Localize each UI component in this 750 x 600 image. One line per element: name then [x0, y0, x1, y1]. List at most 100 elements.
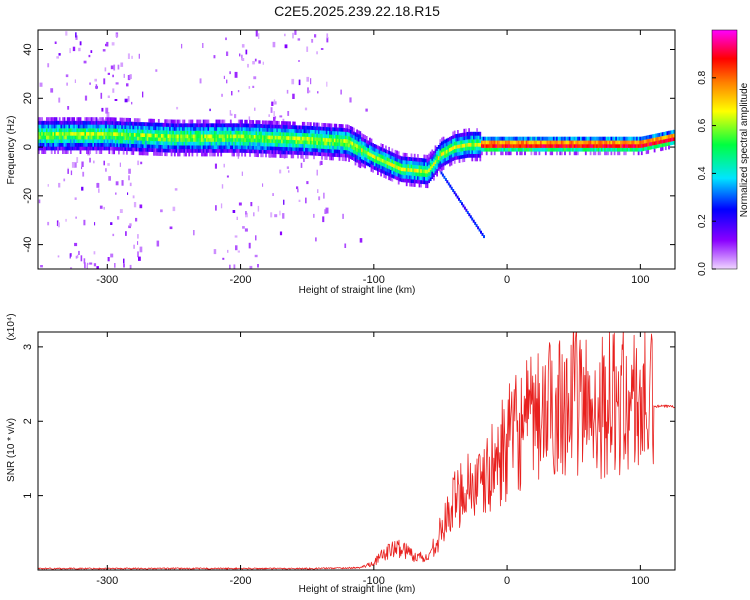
- ridge-cell: [82, 142, 85, 147]
- ridge-cell: [629, 136, 632, 141]
- noise-cell: [237, 155, 240, 159]
- ridge-cell: [68, 135, 71, 140]
- ridge-cell: [437, 159, 440, 164]
- x-tick-label: -300: [96, 274, 118, 286]
- ridge-cell: [536, 144, 539, 148]
- ridge-cell: [337, 145, 339, 150]
- ridge-cell: [399, 177, 402, 182]
- ridge-cell: [597, 147, 600, 152]
- ridge-cell: [249, 138, 251, 143]
- ridge-cell: [431, 175, 434, 179]
- ridge-cell: [213, 137, 216, 142]
- ridge-cell: [511, 136, 514, 141]
- ridge-cell: [592, 136, 595, 141]
- ridge-cell: [652, 134, 654, 139]
- ridge-cell: [345, 124, 347, 129]
- tail-cell: [446, 180, 449, 184]
- ridge-cell: [385, 174, 387, 179]
- ridge-cell: [165, 134, 168, 138]
- ridge-cell: [357, 130, 360, 135]
- ridge-cell: [148, 137, 151, 141]
- ridge-cell: [114, 143, 117, 147]
- noise-cell: [74, 197, 77, 200]
- ridge-cell: [106, 142, 109, 147]
- ridge-cell: [221, 130, 224, 135]
- noise-cell: [39, 82, 43, 87]
- ridge-cell: [632, 140, 635, 145]
- ridge-cell: [41, 128, 43, 133]
- ridge-cell: [410, 164, 413, 169]
- ridge-cell: [86, 124, 88, 129]
- ridge-cell: [466, 142, 469, 147]
- ridge-cell: [239, 145, 242, 150]
- ridge-cell: [98, 120, 101, 125]
- ridge-cell: [476, 131, 478, 136]
- ridge-cell: [74, 120, 77, 125]
- ridge-cell: [153, 133, 155, 138]
- ridge-cell: [113, 124, 115, 129]
- ridge-cell: [57, 124, 59, 129]
- ridge-cell: [161, 141, 163, 145]
- ridge-cell: [426, 173, 429, 178]
- ridge-cell: [509, 136, 512, 141]
- ridge-cell: [386, 157, 389, 162]
- ridge-cell: [127, 147, 130, 152]
- ridge-cell: [257, 149, 259, 154]
- ridge-cell: [425, 169, 427, 174]
- noise-cell: [326, 33, 329, 39]
- ridge-cell: [74, 146, 77, 151]
- ridge-cell: [274, 124, 277, 129]
- ridge-cell: [263, 131, 266, 136]
- ridge-cell: [201, 145, 203, 150]
- ridge-cell: [327, 152, 330, 157]
- ridge-cell: [199, 119, 202, 124]
- ridge-cell: [65, 131, 67, 136]
- ridge-cell: [68, 124, 71, 129]
- ridge-cell: [202, 141, 205, 146]
- ridge-cell: [340, 124, 342, 128]
- ridge-cell: [620, 140, 622, 145]
- tail-cell: [468, 213, 471, 217]
- ridge-cell: [417, 168, 419, 173]
- ridge-cell: [581, 140, 584, 145]
- ridge-cell: [301, 136, 304, 141]
- ridge-cell: [130, 132, 133, 137]
- noise-cell: [213, 55, 216, 59]
- ridge-cell: [285, 139, 288, 144]
- ridge-cell: [157, 133, 160, 138]
- ridge-cell: [308, 151, 311, 156]
- ridge-cell: [269, 139, 272, 143]
- ridge-cell: [124, 139, 127, 144]
- noise-cell: [286, 166, 289, 169]
- ridge-cell: [313, 122, 315, 127]
- noise-cell: [231, 91, 233, 96]
- noise-cell: [317, 91, 319, 94]
- ridge-cell: [444, 154, 446, 159]
- ridge-cell: [535, 144, 538, 148]
- noise-cell: [296, 186, 299, 190]
- ridge-cell: [100, 124, 103, 129]
- ridge-cell: [146, 151, 149, 156]
- ridge-cell: [268, 149, 271, 154]
- ridge-cell: [86, 150, 88, 154]
- ridge-cell: [503, 136, 506, 141]
- noise-cell: [273, 111, 275, 118]
- ridge-cell: [337, 149, 339, 154]
- ridge-cell: [42, 124, 45, 129]
- ridge-cell: [285, 128, 288, 133]
- ridge-cell: [164, 144, 167, 149]
- ridge-cell: [162, 126, 165, 131]
- ridge-cell: [225, 123, 227, 128]
- ridge-cell: [119, 132, 122, 137]
- ridge-cell: [196, 152, 199, 157]
- ridge-cell: [455, 137, 458, 142]
- ridge-cell: [54, 124, 56, 129]
- ridge-cell: [343, 142, 346, 147]
- ridge-cell: [327, 141, 330, 146]
- ridge-cell: [319, 152, 322, 156]
- ridge-cell: [137, 121, 139, 126]
- ridge-cell: [340, 127, 342, 132]
- ridge-cell: [500, 140, 502, 145]
- ridge-cell: [317, 130, 320, 134]
- ridge-cell: [284, 128, 287, 133]
